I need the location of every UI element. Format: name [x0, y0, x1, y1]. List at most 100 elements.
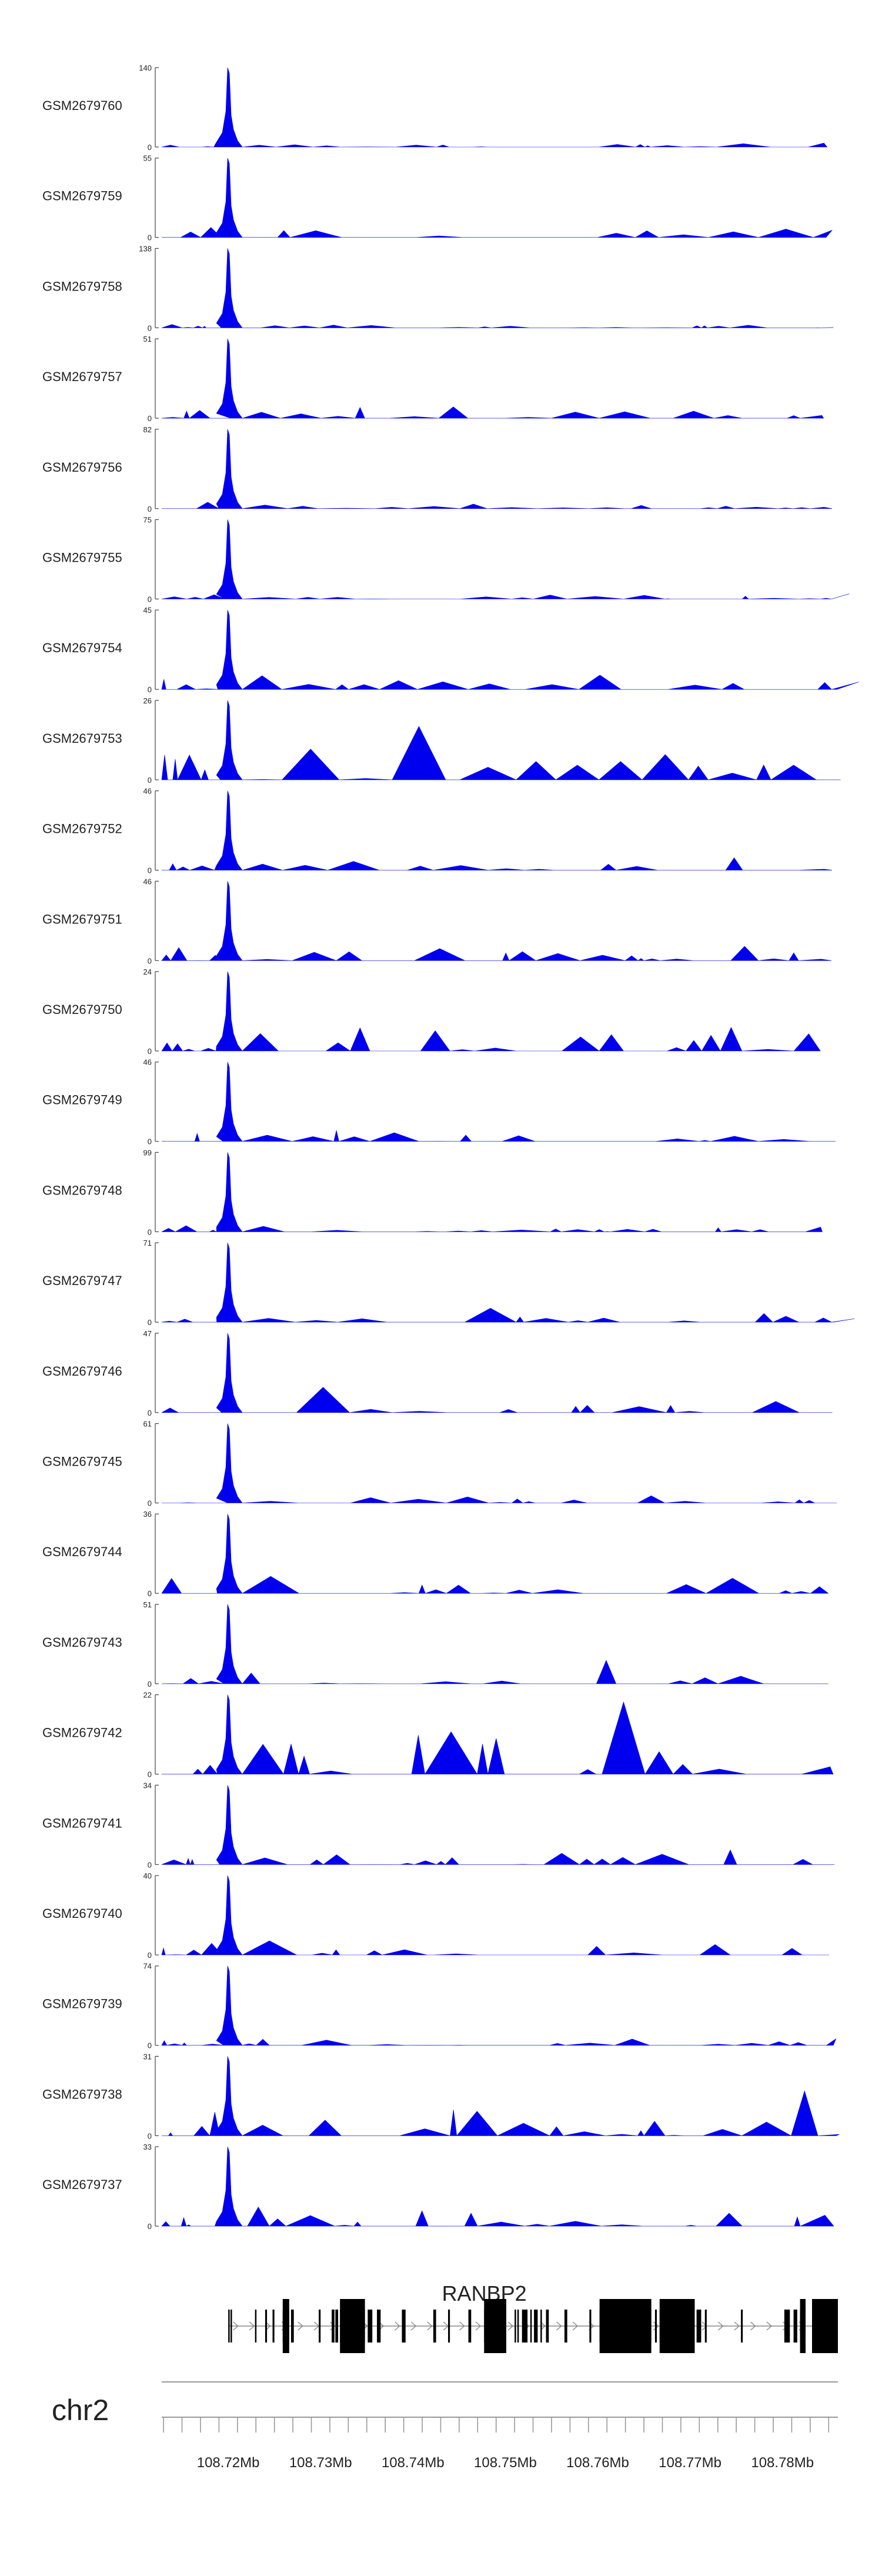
- coverage-area: [161, 248, 834, 328]
- coverage-area: [162, 1694, 834, 1775]
- track-GSM2679745: GSM2679745 61 0: [42, 1420, 837, 1508]
- gene-exon: [654, 2310, 657, 2343]
- track-ymax-label: 34: [143, 1781, 152, 1790]
- gene-exon: [377, 2310, 381, 2343]
- coverage-tracks: GSM2679760 140 0 GSM2679759 55 0 GSM2679758 138…: [42, 64, 859, 2231]
- gene-exon: [228, 2310, 230, 2343]
- strand-arrow: [734, 2321, 740, 2331]
- track-ymin-label: 0: [148, 2131, 152, 2140]
- coverage-area: [161, 1604, 828, 1684]
- gene-exon: [517, 2310, 519, 2343]
- coverage-area: [161, 519, 850, 599]
- strand-arrow: [540, 2321, 546, 2331]
- gene-coding-exon: [599, 2299, 652, 2353]
- strand-arrow: [298, 2321, 303, 2331]
- strand-arrow: [427, 2321, 433, 2331]
- track-GSM2679755: GSM2679755 75 0: [42, 516, 850, 604]
- track-ymin-label: 0: [148, 776, 152, 785]
- coverage-area: [162, 158, 833, 238]
- track-ymax-label: 138: [139, 244, 152, 253]
- track-ymax-label: 71: [143, 1239, 152, 1247]
- gene-exon: [319, 2310, 321, 2343]
- axis-tick-label: 108.78Mb: [751, 2455, 814, 2471]
- track-label: GSM2679748: [42, 1183, 122, 1197]
- track-label: GSM2679746: [42, 1364, 122, 1379]
- gene-model: [228, 2299, 838, 2353]
- gene-exon: [514, 2310, 516, 2343]
- genome-axis: 108.72Mb 108.73Mb 108.74Mb 108.75Mb 108.76Mb…: [162, 2381, 838, 2471]
- axis-tick-label: 108.73Mb: [289, 2455, 352, 2471]
- track-label: GSM2679751: [42, 912, 122, 926]
- track-ymax-label: 46: [143, 787, 152, 796]
- coverage-area: [162, 429, 833, 509]
- track-label: GSM2679758: [42, 279, 122, 293]
- coverage-area: [161, 1514, 829, 1594]
- track-GSM2679750: GSM2679750 24 0: [42, 967, 821, 1056]
- track-GSM2679748: GSM2679748 99 0: [42, 1148, 823, 1236]
- track-GSM2679743: GSM2679743 51 0: [42, 1600, 828, 1689]
- gene-exon: [696, 2310, 701, 2343]
- track-ymin-label: 0: [148, 1860, 152, 1869]
- track-ymin-label: 0: [148, 1589, 152, 1598]
- track-ymax-label: 55: [143, 154, 152, 163]
- track-GSM2679744: GSM2679744 36 0: [42, 1510, 829, 1598]
- track-label: GSM2679743: [42, 1635, 122, 1650]
- coverage-area: [161, 1333, 833, 1413]
- axis-tick-label: 108.72Mb: [197, 2455, 260, 2471]
- track-ymax-label: 74: [143, 1962, 152, 1971]
- coverage-area: [162, 790, 833, 870]
- gene-exon: [368, 2310, 373, 2343]
- coverage-area: [161, 1785, 834, 1866]
- gene-exon: [290, 2310, 294, 2343]
- strand-arrow: [475, 2321, 482, 2331]
- track-ymin-label: 0: [148, 685, 152, 694]
- track-ymin-label: 0: [148, 233, 152, 242]
- strand-arrow: [410, 2321, 417, 2331]
- track-GSM2679751: GSM2679751 46 0: [42, 877, 831, 965]
- gene-exon: [522, 2310, 528, 2343]
- strand-arrow: [265, 2321, 271, 2331]
- strand-arrow: [233, 2321, 239, 2331]
- strand-arrow: [556, 2321, 562, 2331]
- track-ymin-label: 0: [148, 414, 152, 423]
- gene-coding-exon: [484, 2299, 506, 2353]
- track-GSM2679759: GSM2679759 55 0: [42, 154, 833, 242]
- track-label: GSM2679744: [42, 1544, 122, 1559]
- track-label: GSM2679741: [42, 1816, 122, 1830]
- track-ymax-label: 82: [143, 425, 152, 434]
- gene-exon: [433, 2310, 436, 2343]
- track-ymin-label: 0: [148, 1770, 152, 1779]
- strand-arrow: [507, 2321, 514, 2331]
- track-GSM2679741: GSM2679741 34 0: [42, 1781, 834, 1869]
- axis-tick-label: 108.75Mb: [474, 2455, 537, 2471]
- gene-exon: [784, 2310, 790, 2343]
- track-ymax-label: 26: [143, 696, 152, 705]
- track-ymin-label: 0: [148, 1318, 152, 1327]
- track-GSM2679737: GSM2679737 33 0: [42, 2143, 834, 2231]
- gene-exon: [530, 2310, 532, 2343]
- chromosome-label: chr2: [52, 2394, 109, 2427]
- track-GSM2679739: GSM2679739 74 0: [42, 1962, 837, 2050]
- coverage-area: [161, 67, 828, 148]
- track-ymin-label: 0: [148, 1137, 152, 1146]
- gene-exon: [448, 2310, 450, 2343]
- track-GSM2679753: GSM2679753 26 0: [42, 696, 841, 785]
- gene-coding-exon: [659, 2299, 695, 2353]
- track-label: GSM2679745: [42, 1454, 122, 1469]
- track-label: GSM2679740: [42, 1906, 122, 1921]
- axis-tick-label: 108.74Mb: [382, 2455, 445, 2471]
- gene-annotation-track: RANBP2: [228, 2281, 838, 2353]
- track-ymax-label: 140: [139, 64, 152, 72]
- gene-exon: [402, 2310, 406, 2343]
- gene-coding-exon: [800, 2299, 806, 2353]
- track-GSM2679760: GSM2679760 140 0: [42, 64, 828, 152]
- track-ymax-label: 99: [143, 1148, 152, 1157]
- coverage-area: [162, 2056, 840, 2137]
- track-ymax-label: 22: [143, 1691, 152, 1700]
- gene-exon: [265, 2310, 268, 2343]
- track-ymin-label: 0: [148, 866, 152, 875]
- track-label: GSM2679737: [42, 2177, 122, 2192]
- track-GSM2679752: GSM2679752 46 0: [42, 787, 833, 875]
- coverage-area: [161, 700, 841, 780]
